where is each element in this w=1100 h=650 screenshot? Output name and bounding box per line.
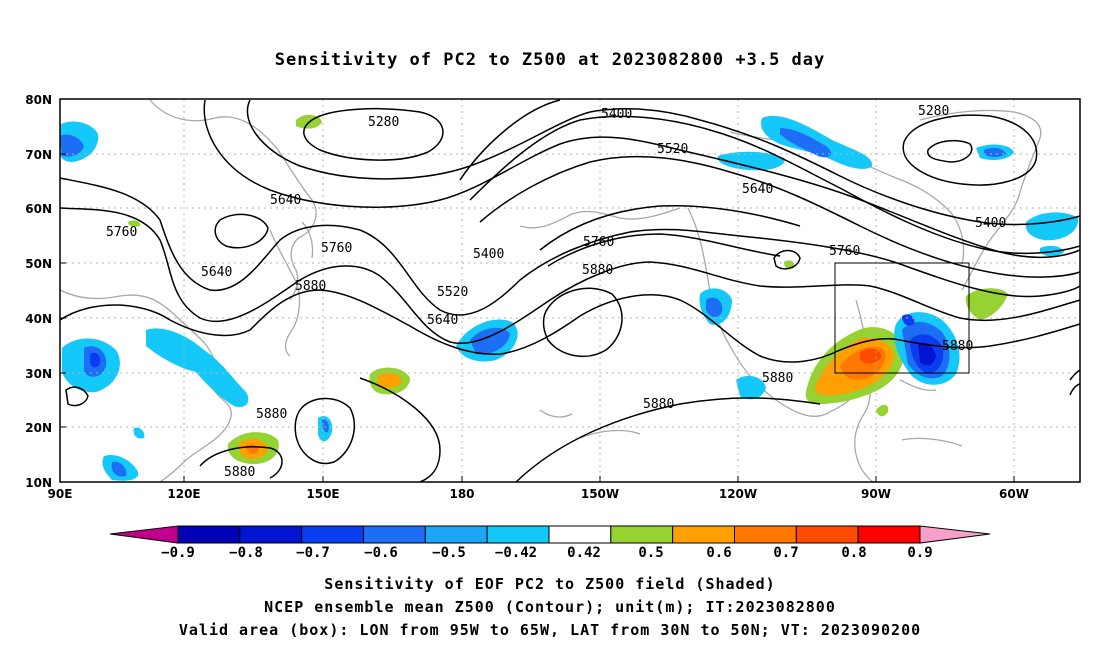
contour-labels: 5280 5280 5400 5520 5640 5640 5400 5640 … <box>106 104 1006 480</box>
colorbar-cell <box>857 525 921 544</box>
axis-ticks <box>60 98 1015 483</box>
colorbar-cell <box>363 525 426 544</box>
colorbar-label: −0.9 <box>161 545 195 561</box>
contour-label: 5880 <box>942 339 973 354</box>
contour-5880-south <box>515 397 821 483</box>
contour-label: 5400 <box>601 107 632 122</box>
contour-label: 5880 <box>643 397 674 412</box>
contour-label: 5880 <box>224 465 255 480</box>
contour-label: 5760 <box>106 225 137 240</box>
colorbar-cell <box>301 525 364 544</box>
colorbar-label: 0.7 <box>773 545 798 561</box>
contour-5280-nw <box>303 107 444 161</box>
contour-label: 5280 <box>918 104 949 119</box>
contour-label: 5520 <box>437 285 468 300</box>
colorbar-label: 0.6 <box>706 545 731 561</box>
lon-label: 120W <box>719 487 757 501</box>
lat-label: 80N <box>25 93 52 107</box>
z500-contours <box>59 99 1081 483</box>
contour-label: 5400 <box>975 216 1006 231</box>
colorbar-cell <box>239 525 303 544</box>
contour-label: 5640 <box>270 193 301 208</box>
colorbar-label: −0.6 <box>364 545 398 561</box>
colorbar-high-arrow <box>919 525 991 544</box>
caption-contour: NCEP ensemble mean Z500 (Contour); unit(… <box>264 598 836 616</box>
colorbar-label: 0.42 <box>567 545 601 561</box>
contour-label: 5640 <box>201 265 232 280</box>
blob-china-east <box>146 328 249 408</box>
lat-label: 40N <box>25 312 52 326</box>
latitude-labels: 80N 70N 60N 50N 40N 30N 20N 10N <box>25 93 52 490</box>
colorbar-label: 0.5 <box>638 545 663 561</box>
lat-label: 10N <box>25 476 52 490</box>
contour-label: 5880 <box>256 407 287 422</box>
caption-shaded: Sensitivity of EOF PC2 to Z500 field (Sh… <box>324 575 776 593</box>
contour-label: 5880 <box>762 371 793 386</box>
lon-label: 90W <box>861 487 891 501</box>
colorbar-label: −0.8 <box>229 545 263 561</box>
colorbar-cell <box>486 525 550 544</box>
contour-label: 5400 <box>473 247 504 262</box>
contour-5400-north <box>246 99 1081 226</box>
lat-label: 20N <box>25 421 52 435</box>
caption-valid-area: Valid area (box): LON from 95W to 65W, L… <box>178 621 922 639</box>
lon-label: 90E <box>48 487 73 501</box>
lat-label: 70N <box>25 148 52 162</box>
colorbar <box>109 525 991 544</box>
colorbar-cell <box>795 525 859 544</box>
lat-label: 30N <box>25 367 52 381</box>
contour-label: 5640 <box>742 182 773 197</box>
lon-label: 150E <box>306 487 339 501</box>
lat-label: 50N <box>25 257 52 271</box>
lat-lon-grid <box>60 99 1080 482</box>
colorbar-cell <box>424 525 488 544</box>
contour-label: 5760 <box>583 235 614 250</box>
lat-label: 60N <box>25 202 52 216</box>
colorbar-labels: −0.9 −0.8 −0.7 −0.6 −0.5 −0.42 0.42 0.5 … <box>161 545 933 561</box>
contour-5880 <box>59 289 1081 363</box>
lon-label: 120E <box>167 487 200 501</box>
blob-nova-scotia <box>965 288 1008 320</box>
colorbar-label: 0.8 <box>841 545 866 561</box>
colorbar-label: 0.9 <box>907 545 932 561</box>
contour-label: 5280 <box>368 115 399 130</box>
colorbar-label: −0.42 <box>495 545 537 561</box>
shaded-sensitivity-regions <box>60 114 1079 481</box>
colorbar-label: −0.5 <box>432 545 466 561</box>
colorbar-low-arrow <box>109 525 179 544</box>
colorbar-cell <box>734 525 797 544</box>
contour-label: 5520 <box>657 142 688 157</box>
longitude-labels: 90E 120E 150E 180 150W 120W 90W 60W <box>48 487 1029 501</box>
contour-label: 5760 <box>829 244 860 259</box>
colorbar-cell <box>610 525 674 544</box>
contour-label: 5760 <box>321 241 352 256</box>
contour-5280-ne <box>902 114 1038 186</box>
map-title: Sensitivity of PC2 to Z500 at 2023082800… <box>274 50 826 70</box>
lon-label: 60W <box>999 487 1029 501</box>
contour-5640 <box>59 177 1081 316</box>
colorbar-cell <box>177 525 241 544</box>
contour-5880-wpac-low <box>294 397 356 465</box>
lon-label: 180 <box>449 487 474 501</box>
contour-5520 <box>203 99 1081 259</box>
contour-label: 5640 <box>427 313 458 328</box>
contour-label: 5880 <box>582 263 613 278</box>
lon-label: 150W <box>581 487 619 501</box>
contour-label: 5880 <box>295 279 326 294</box>
valid-area-box <box>834 262 970 374</box>
colorbar-cell <box>672 525 736 544</box>
colorbar-cell <box>548 525 612 544</box>
colorbar-label: −0.7 <box>296 545 330 561</box>
contour-5760 <box>59 207 1081 345</box>
